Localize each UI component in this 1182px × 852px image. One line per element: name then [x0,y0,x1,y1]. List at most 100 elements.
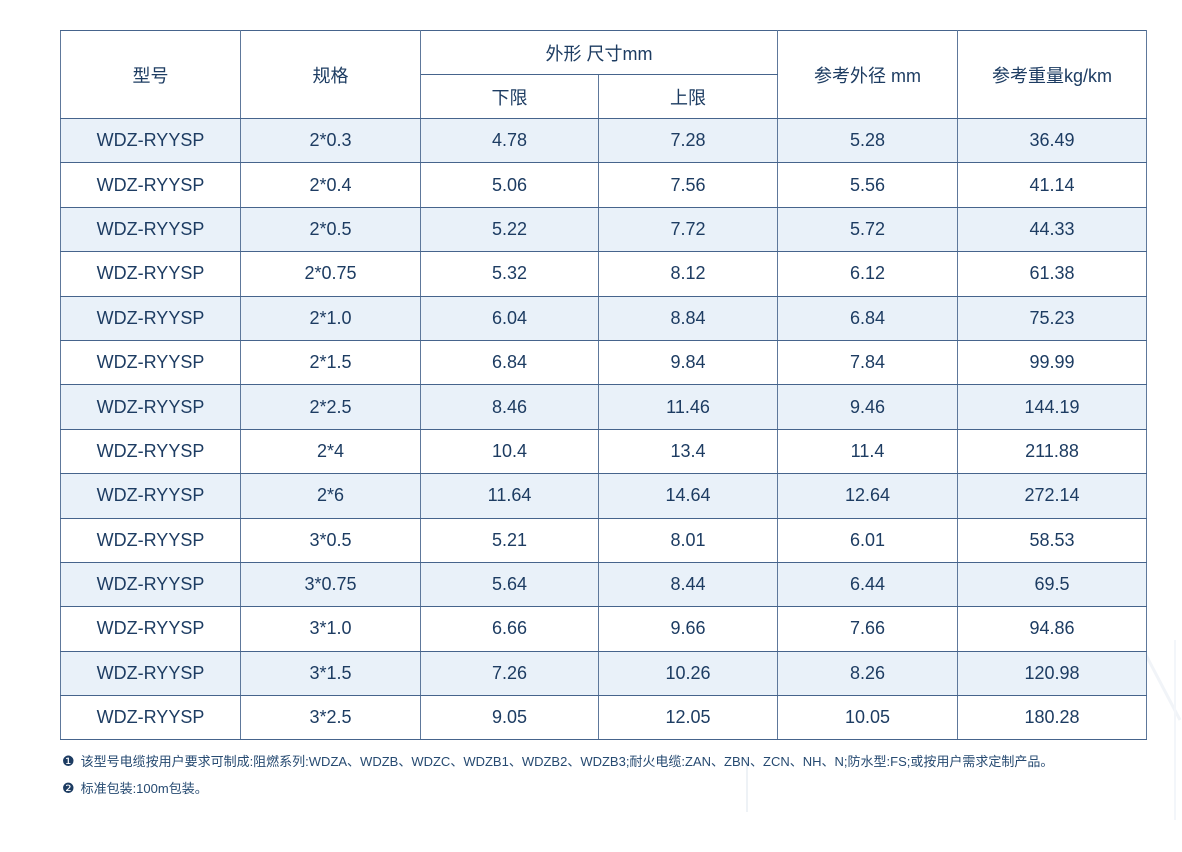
cell-lower-limit: 6.84 [420,339,599,386]
cell-spec: 2*0.75 [240,251,421,297]
cell-model: WDZ-RYYSP [60,650,241,697]
cell-ref-weight: 44.33 [957,206,1147,253]
cell-model: WDZ-RYYSP [60,251,241,297]
cell-lower-limit: 11.64 [420,473,599,519]
cell-ref-weight: 120.98 [957,650,1147,697]
table-row: WDZ-RYYSP 3*1.0 6.66 9.66 7.66 94.86 [60,606,1147,652]
table-row: WDZ-RYYSP 2*6 11.64 14.64 12.64 272.14 [60,473,1147,519]
cell-upper-limit: 13.4 [598,428,778,475]
table-row: WDZ-RYYSP 2*2.5 8.46 11.46 9.46 144.19 [60,384,1147,430]
cell-ref-weight: 272.14 [957,473,1147,519]
cell-lower-limit: 10.4 [420,428,599,475]
table-row: WDZ-RYYSP 2*1.0 6.04 8.84 6.84 75.23 [60,295,1147,341]
cell-ref-weight: 144.19 [957,384,1147,430]
table-row: WDZ-RYYSP 3*1.5 7.26 10.26 8.26 120.98 [60,650,1147,697]
col-header-model: 型号 [60,30,241,119]
table-row: WDZ-RYYSP 2*0.75 5.32 8.12 6.12 61.38 [60,251,1147,297]
cell-upper-limit: 10.26 [598,650,778,697]
cell-ref-weight: 36.49 [957,117,1147,164]
table-row: WDZ-RYYSP 2*0.4 5.06 7.56 5.56 41.14 [60,162,1147,208]
cell-lower-limit: 7.26 [420,650,599,697]
table-row: WDZ-RYYSP 2*0.5 5.22 7.72 5.72 44.33 [60,206,1147,253]
cell-lower-limit: 5.22 [420,206,599,253]
cell-ref-weight: 180.28 [957,695,1147,741]
cell-spec: 2*1.0 [240,295,421,341]
cell-lower-limit: 6.04 [420,295,599,341]
cell-upper-limit: 9.66 [598,606,778,652]
cell-spec: 3*0.5 [240,517,421,563]
cell-ref-weight: 61.38 [957,251,1147,297]
cell-spec: 2*2.5 [240,384,421,430]
cell-model: WDZ-RYYSP [60,295,241,341]
cell-model: WDZ-RYYSP [60,561,241,608]
cell-upper-limit: 7.72 [598,206,778,253]
cell-lower-limit: 5.32 [420,251,599,297]
cell-spec: 3*0.75 [240,561,421,608]
cell-ref-weight: 94.86 [957,606,1147,652]
cell-ref-od: 5.28 [777,117,958,164]
cell-upper-limit: 7.28 [598,117,778,164]
cell-ref-od: 7.66 [777,606,958,652]
cell-spec: 2*6 [240,473,421,519]
col-header-lower-limit: 下限 [420,74,599,119]
cell-ref-od: 10.05 [777,695,958,741]
cell-upper-limit: 14.64 [598,473,778,519]
cell-lower-limit: 6.66 [420,606,599,652]
footnote-1-text: 该型号电缆按用户要求可制成:阻燃系列:WDZA、WDZB、WDZC、WDZB1、… [80,754,1054,769]
cell-ref-weight: 41.14 [957,162,1147,208]
cell-ref-weight: 69.5 [957,561,1147,608]
table-row: WDZ-RYYSP 3*0.5 5.21 8.01 6.01 58.53 [60,517,1147,563]
cell-lower-limit: 5.64 [420,561,599,608]
footnote-2: ❷ 标准包装:100m包装。 [62,775,1142,802]
cell-model: WDZ-RYYSP [60,606,241,652]
cell-lower-limit: 5.06 [420,162,599,208]
table-row: WDZ-RYYSP 2*1.5 6.84 9.84 7.84 99.99 [60,339,1147,386]
cell-ref-od: 6.01 [777,517,958,563]
col-header-dimension-group: 外形 尺寸mm [420,30,778,75]
cell-model: WDZ-RYYSP [60,339,241,386]
cell-ref-weight: 75.23 [957,295,1147,341]
cell-model: WDZ-RYYSP [60,384,241,430]
cell-upper-limit: 11.46 [598,384,778,430]
cell-ref-od: 5.56 [777,162,958,208]
cell-lower-limit: 8.46 [420,384,599,430]
cell-upper-limit: 8.12 [598,251,778,297]
cell-ref-od: 12.64 [777,473,958,519]
cell-upper-limit: 12.05 [598,695,778,741]
cell-upper-limit: 7.56 [598,162,778,208]
table-row: WDZ-RYYSP 3*0.75 5.64 8.44 6.44 69.5 [60,561,1147,608]
cell-model: WDZ-RYYSP [60,517,241,563]
cable-spec-table: 型号 规格 外形 尺寸mm 参考外径 mm 参考重量kg/km 下限 上限 WD… [60,30,1147,741]
cell-ref-od: 11.4 [777,428,958,475]
cell-spec: 2*0.3 [240,117,421,164]
cell-ref-weight: 99.99 [957,339,1147,386]
col-header-ref-od: 参考外径 mm [777,30,958,119]
cell-spec: 2*0.4 [240,162,421,208]
col-header-spec: 规格 [240,30,421,119]
cell-upper-limit: 9.84 [598,339,778,386]
table-row: WDZ-RYYSP 2*0.3 4.78 7.28 5.28 36.49 [60,117,1147,164]
footnotes: ❶ 该型号电缆按用户要求可制成:阻燃系列:WDZA、WDZB、WDZC、WDZB… [62,748,1142,802]
table-body: WDZ-RYYSP 2*0.3 4.78 7.28 5.28 36.49 WDZ… [60,117,1147,741]
cell-spec: 3*1.5 [240,650,421,697]
cell-ref-od: 9.46 [777,384,958,430]
cell-upper-limit: 8.84 [598,295,778,341]
cell-ref-weight: 211.88 [957,428,1147,475]
cell-ref-od: 7.84 [777,339,958,386]
col-header-ref-weight: 参考重量kg/km [957,30,1147,119]
circled-one-icon: ❶ [62,753,75,769]
cell-ref-od: 5.72 [777,206,958,253]
col-header-upper-limit: 上限 [598,74,778,119]
cell-model: WDZ-RYYSP [60,162,241,208]
cell-ref-od: 8.26 [777,650,958,697]
cell-model: WDZ-RYYSP [60,473,241,519]
cell-model: WDZ-RYYSP [60,428,241,475]
cell-model: WDZ-RYYSP [60,206,241,253]
table-row: WDZ-RYYSP 3*2.5 9.05 12.05 10.05 180.28 [60,695,1147,741]
cell-lower-limit: 4.78 [420,117,599,164]
footnote-1: ❶ 该型号电缆按用户要求可制成:阻燃系列:WDZA、WDZB、WDZC、WDZB… [62,748,1142,775]
cell-ref-od: 6.84 [777,295,958,341]
cell-spec: 3*1.0 [240,606,421,652]
cell-model: WDZ-RYYSP [60,695,241,741]
